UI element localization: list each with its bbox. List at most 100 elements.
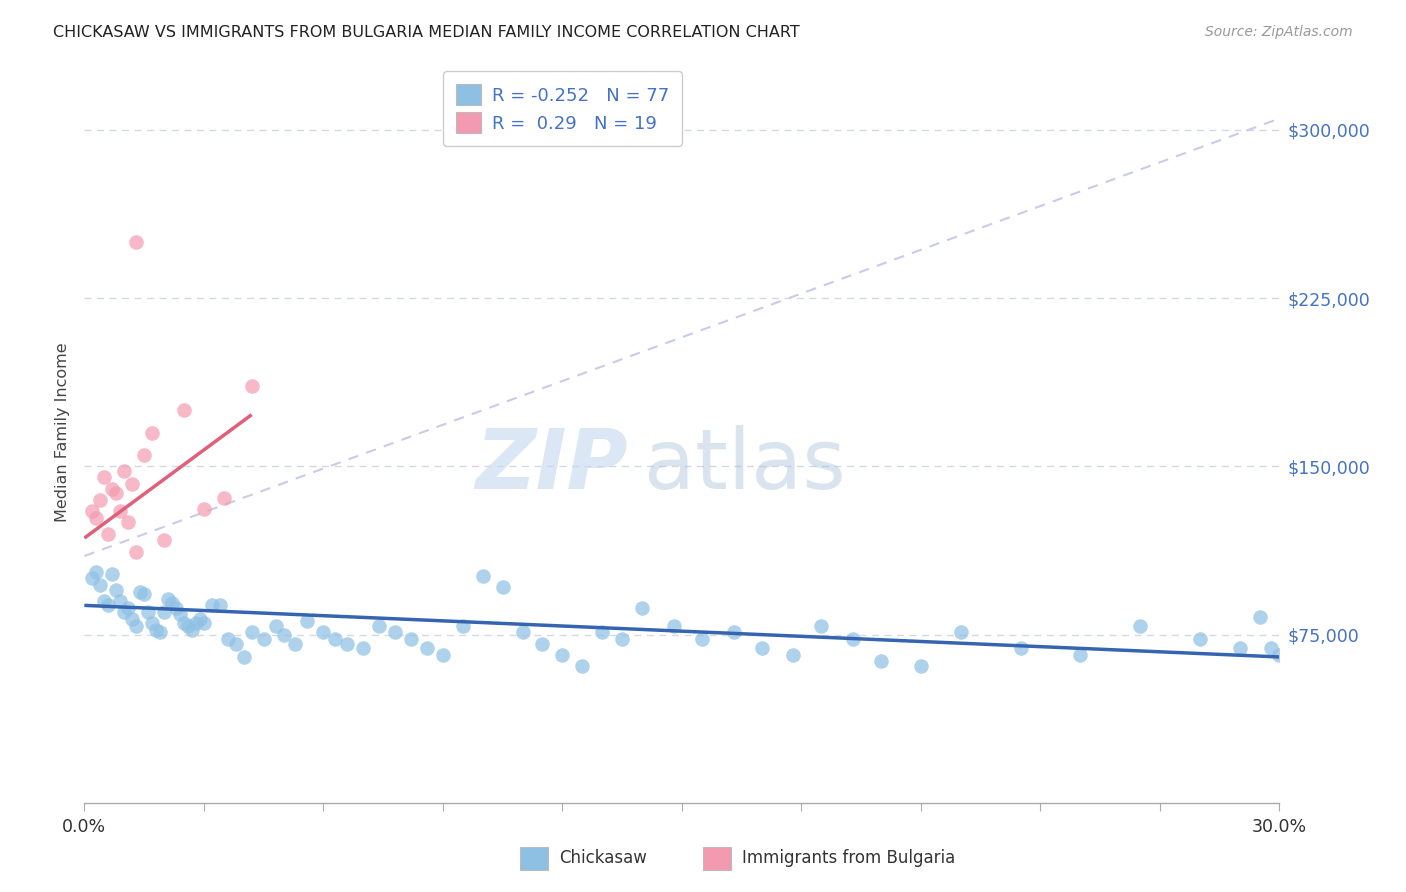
Point (471, 569, 494, 583)
Point (149, 625, 172, 640)
Point (1229, 640, 1251, 655)
Point (101, 566, 124, 581)
Point (93, 594, 115, 608)
Point (193, 616, 215, 631)
Point (284, 636, 307, 650)
Point (105, 486, 128, 500)
Point (86, 511, 108, 525)
Point (612, 632, 634, 646)
Point (153, 605, 176, 619)
Point (101, 482, 124, 496)
Point (177, 618, 200, 632)
Point (416, 640, 439, 655)
Legend: R = -0.252   N = 77, R =  0.29   N = 19: R = -0.252 N = 77, R = 0.29 N = 19 (443, 71, 682, 145)
Point (141, 425, 163, 440)
Point (117, 600, 139, 615)
Point (165, 600, 187, 615)
Point (82, 571, 104, 585)
Point (690, 632, 713, 646)
Point (949, 625, 972, 640)
Text: ZIP: ZIP (475, 425, 628, 507)
Point (1249, 609, 1271, 624)
Point (591, 625, 613, 640)
Point (1268, 648, 1291, 662)
Point (384, 625, 406, 640)
Point (399, 632, 422, 646)
Point (141, 616, 163, 631)
Point (336, 636, 359, 650)
Point (297, 614, 319, 628)
Point (225, 636, 247, 650)
Point (631, 600, 654, 615)
Point (273, 627, 295, 641)
Point (352, 640, 374, 655)
Point (571, 659, 593, 673)
Point (312, 625, 335, 640)
Point (325, 632, 347, 646)
Point (193, 502, 215, 516)
Point (169, 607, 191, 622)
Point (82, 504, 104, 518)
Point (723, 625, 745, 640)
Point (232, 650, 254, 665)
Point (240, 378, 263, 392)
Y-axis label: Median Family Income: Median Family Income (55, 343, 70, 523)
FancyBboxPatch shape (703, 847, 731, 870)
Point (112, 605, 135, 619)
Point (1069, 648, 1091, 662)
Point (97, 599, 120, 613)
Point (240, 625, 263, 640)
Point (129, 585, 152, 599)
Point (201, 599, 224, 613)
Point (512, 625, 534, 640)
Point (782, 648, 804, 662)
Point (105, 582, 128, 597)
Point (208, 599, 231, 613)
Point (121, 477, 143, 491)
Point (110, 504, 132, 518)
Point (160, 596, 183, 610)
Point (368, 618, 391, 632)
Point (842, 632, 865, 646)
Point (451, 618, 474, 632)
Text: atlas: atlas (644, 425, 845, 507)
Point (89, 578, 111, 592)
Point (432, 648, 454, 662)
Point (662, 618, 685, 632)
Point (181, 623, 204, 637)
Point (136, 605, 159, 619)
Point (1188, 632, 1211, 646)
Point (132, 587, 156, 601)
Point (110, 594, 132, 608)
Point (117, 516, 139, 530)
Point (86, 565, 108, 579)
Point (531, 636, 554, 650)
FancyBboxPatch shape (520, 847, 548, 870)
Point (551, 648, 574, 662)
Point (93, 470, 115, 484)
Point (870, 655, 893, 669)
Point (1010, 640, 1032, 655)
Point (125, 235, 148, 249)
Point (132, 448, 156, 462)
Point (810, 618, 832, 632)
Point (89, 492, 111, 507)
Point (1260, 640, 1282, 655)
Point (217, 632, 239, 646)
Text: Source: ZipAtlas.com: Source: ZipAtlas.com (1205, 25, 1353, 39)
Point (97, 526, 120, 541)
Text: CHICKASAW VS IMMIGRANTS FROM BULGARIA MEDIAN FAMILY INCOME CORRELATION CHART: CHICKASAW VS IMMIGRANTS FROM BULGARIA ME… (53, 25, 800, 40)
Point (121, 612, 143, 626)
Point (492, 581, 515, 595)
Point (264, 618, 287, 632)
Point (112, 464, 135, 478)
Point (253, 632, 276, 646)
Point (157, 591, 180, 606)
Point (1129, 618, 1152, 632)
Point (184, 616, 207, 631)
Point (751, 640, 773, 655)
Point (173, 616, 195, 631)
Text: Immigrants from Bulgaria: Immigrants from Bulgaria (742, 849, 956, 867)
Point (145, 623, 167, 637)
Point (125, 618, 148, 632)
